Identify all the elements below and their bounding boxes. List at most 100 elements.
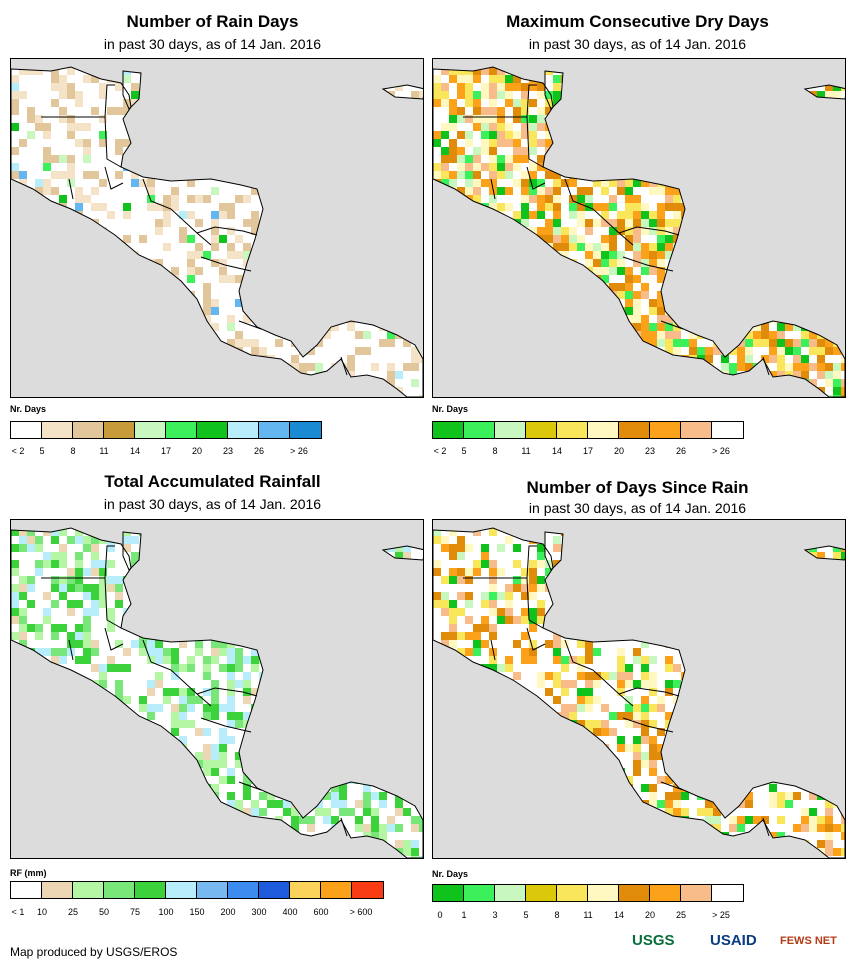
legend-tick-label: 5 [523,910,529,920]
legend-tick-label: 20 [644,910,655,920]
panel-title: Maximum Consecutive Dry Days [506,12,769,31]
legend-swatch [681,885,712,901]
country-borders [433,527,845,858]
legend-swatch [73,882,104,898]
legend-tick-label: 300 [251,907,267,917]
legend-tick-label: > 26 [290,446,308,456]
panel-rain-days: Number of Rain Days in past 30 days, as … [0,0,425,485]
legend-tick-label: 150 [189,907,205,917]
legend-swatch [526,422,557,438]
legend-swatch [166,882,197,898]
usgs-logo: USGS [632,932,675,949]
legend-swatch [464,422,495,438]
legend-swatch [11,882,42,898]
legend-swatch [433,885,464,901]
map-max-dry-days [432,58,846,398]
legend-tick-label: < 2 [433,446,447,456]
legend-tick-label: 600 [313,907,329,917]
legend-swatch [650,885,681,901]
legend-tick-label: 25 [675,910,686,920]
legend-unit: Nr. Days [10,404,47,414]
legend-tick-label: 17 [160,446,171,456]
map-days-since-rain [432,519,846,859]
legend-swatch [495,422,526,438]
legend-tick-label: 8 [554,910,560,920]
panel-subtitle: in past 30 days, as of 14 Jan. 2016 [103,36,322,52]
legend-tick-label: 400 [282,907,298,917]
legend-swatch [290,422,321,438]
legend-swatch [42,422,73,438]
legend-swatch [352,882,383,898]
legend-bar [10,881,384,899]
data-cells [11,528,423,858]
legend-tick-label: 14 [129,446,140,456]
legend-swatch [588,422,619,438]
legend-swatch [259,882,290,898]
legend-swatch [290,882,321,898]
legend-tick-label: 8 [492,446,498,456]
data-cells [433,67,845,397]
legend-tick-label: 11 [583,910,593,920]
panel-subtitle: in past 30 days, as of 14 Jan. 2016 [528,500,747,516]
legend-tick-label: 26 [675,446,686,456]
legend-swatch [433,422,464,438]
legend-tick-label: > 600 [349,907,373,917]
panel-max-dry-days: Maximum Consecutive Dry Days in past 30 … [425,0,850,485]
legend-tick-label: 20 [191,446,202,456]
panel-subtitle: in past 30 days, as of 14 Jan. 2016 [103,496,322,512]
legend-swatch [557,885,588,901]
legend-swatch [526,885,557,901]
legend-swatch [197,422,228,438]
legend-unit: RF (mm) [10,868,47,878]
legend-swatch [619,422,650,438]
legend-tick-label: 0 [437,910,443,920]
legend-swatch [42,882,73,898]
legend-tick-label: 100 [158,907,174,917]
panel-subtitle: in past 30 days, as of 14 Jan. 2016 [528,36,747,52]
legend-swatch [321,882,352,898]
legend-tick-label: 11 [99,446,109,456]
legend-swatch [197,882,228,898]
legend-swatch [650,422,681,438]
legend-unit: Nr. Days [432,404,469,414]
legend-swatch [104,422,135,438]
panel-title: Number of Days Since Rain [526,478,749,497]
country-borders [433,66,845,397]
legend-swatch [228,882,259,898]
panel-title: Total Accumulated Rainfall [104,472,321,491]
usaid-logo: USAID [710,932,757,949]
map-canvas [11,66,423,397]
legend-tick-label: 25 [67,907,78,917]
map-canvas [433,527,845,858]
legend-bar [432,884,744,902]
legend-swatch [464,885,495,901]
legend-swatch [135,882,166,898]
panel-total-rainfall: Total Accumulated Rainfall in past 30 da… [0,470,425,955]
legend-tick-label: > 26 [712,446,730,456]
legend-tick-label: 26 [253,446,264,456]
legend-swatch [228,422,259,438]
legend-swatch [11,422,42,438]
logo-strip: USGS USAID FEWS NET [632,932,847,958]
country-borders [11,66,423,397]
legend-swatch [104,882,135,898]
legend-tick-label: < 1 [11,907,25,917]
legend-tick-label: 23 [222,446,233,456]
map-total-rainfall [10,519,424,859]
panel-title: Number of Rain Days [126,12,299,31]
legend-swatch [712,422,743,438]
legend-swatch [73,422,104,438]
legend-tick-label: 10 [36,907,47,917]
legend-tick-label: > 25 [712,910,730,920]
legend-tick-label: 23 [644,446,655,456]
panel-days-since-rain: Number of Days Since Rain in past 30 day… [425,470,850,955]
legend-tick-label: < 2 [11,446,25,456]
legend-tick-label: 200 [220,907,236,917]
legend-tick-label: 5 [39,446,45,456]
map-canvas [433,66,845,397]
legend-bar [432,421,744,439]
legend-swatch [166,422,197,438]
legend-tick-label: 17 [582,446,593,456]
legend-tick-label: 5 [461,446,467,456]
legend-tick-label: 75 [129,907,140,917]
